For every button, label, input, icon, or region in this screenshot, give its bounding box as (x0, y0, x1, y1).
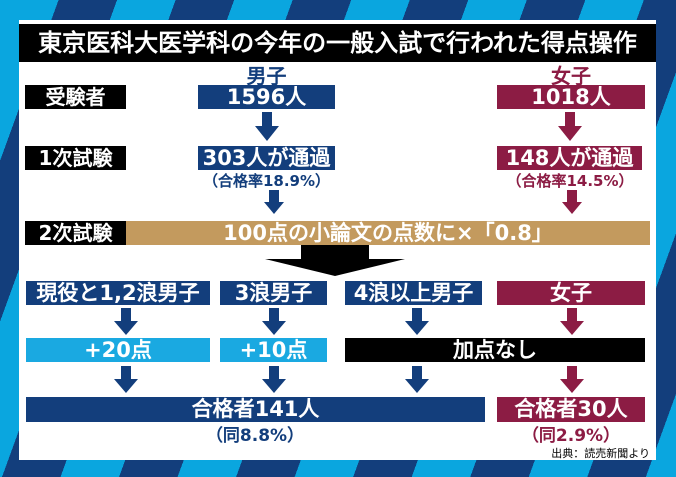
bonus-box-no-bonus: 加点なし (345, 338, 645, 362)
male-first-exam-box: 303人が通過 (198, 146, 335, 170)
arrow-down-icon (405, 308, 429, 336)
row-label-applicants: 受験者 (25, 85, 126, 109)
female-applicants-box: 1018人 (497, 85, 645, 109)
arrow-down-icon (262, 190, 286, 216)
arrow-down-icon (560, 366, 584, 394)
row-label-first-exam: 1次試験 (25, 146, 126, 170)
arrow-down-icon (265, 245, 405, 277)
page-title: 東京医科大医学科の今年の一般入試で行われた得点操作 (19, 24, 656, 62)
category-box-3-ronin-male: 3浪男子 (220, 281, 327, 305)
male-first-exam-rate: （合格率18.9%） (202, 172, 331, 190)
second-exam-bar: 100点の小論文の点数に×「0.8」 (126, 221, 650, 245)
arrow-down-icon (560, 308, 584, 336)
male-result-rate: （同8.8%） (205, 426, 305, 446)
arrow-down-icon (255, 112, 279, 142)
source-credit: 出典：読売新聞より (551, 447, 650, 460)
arrow-down-icon (262, 308, 286, 336)
arrow-down-icon (262, 366, 286, 394)
bonus-box-plus-20: +20点 (26, 338, 210, 362)
female-column-header: 女子 (551, 64, 591, 88)
arrow-down-icon (558, 112, 582, 142)
arrow-down-icon (114, 366, 138, 394)
male-column-header: 男子 (246, 64, 287, 88)
category-box-4plus-ronin-male: 4浪以上男子 (345, 281, 482, 305)
arrow-down-icon (560, 190, 584, 216)
bonus-box-plus-10: +10点 (220, 338, 327, 362)
arrow-down-icon (114, 308, 138, 336)
row-label-second-exam: 2次試験 (25, 221, 126, 245)
female-result-box: 合格者30人 (497, 397, 645, 422)
arrow-down-icon (405, 366, 429, 394)
female-result-rate: （同2.9%） (521, 426, 621, 446)
female-first-exam-rate: （合格率14.5%） (506, 172, 634, 190)
male-applicants-box: 1596人 (198, 85, 335, 109)
male-result-box: 合格者141人 (26, 397, 485, 422)
category-box-female: 女子 (497, 281, 645, 305)
female-first-exam-box: 148人が通過 (497, 146, 642, 170)
category-box-current-1-2-ronin-male: 現役と1,2浪男子 (26, 281, 210, 305)
